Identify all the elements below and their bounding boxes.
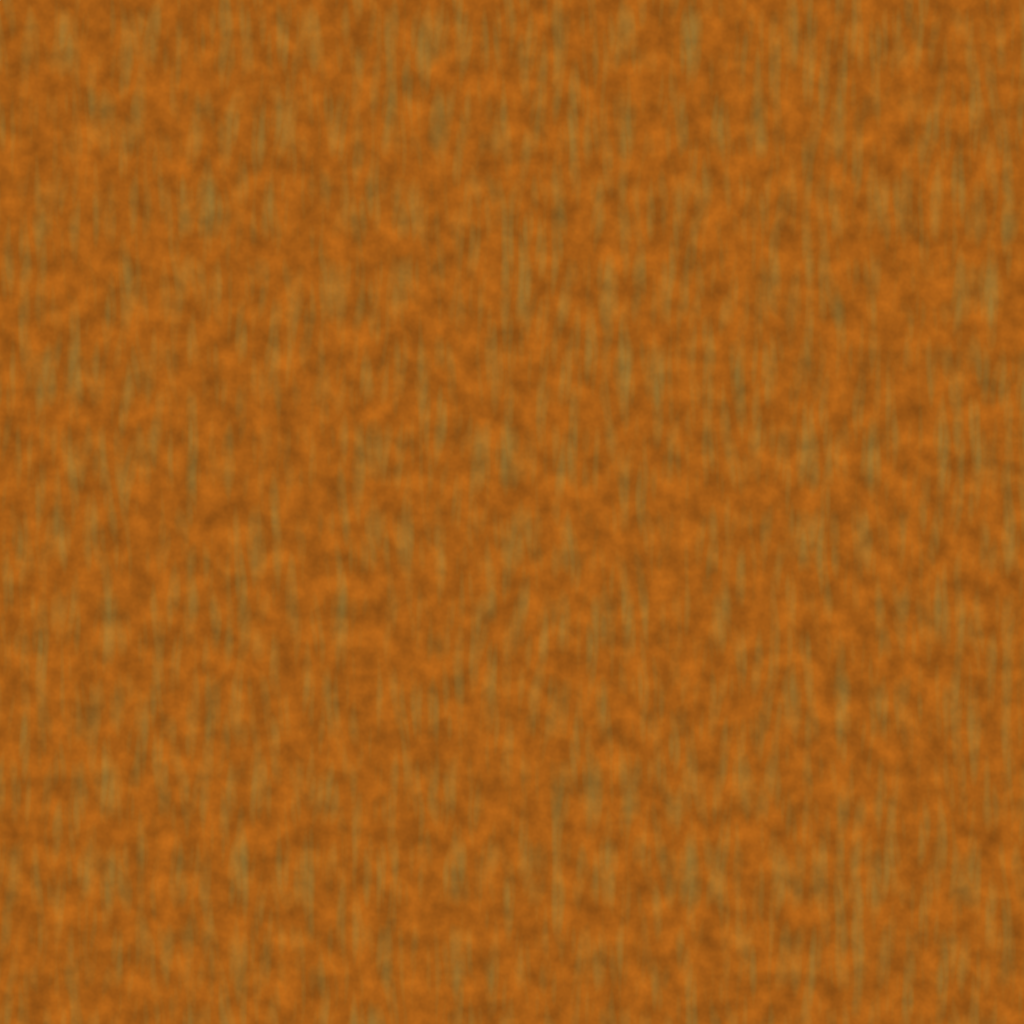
streak-overlay bbox=[0, 0, 1024, 1024]
satellite-image bbox=[0, 0, 1024, 1024]
